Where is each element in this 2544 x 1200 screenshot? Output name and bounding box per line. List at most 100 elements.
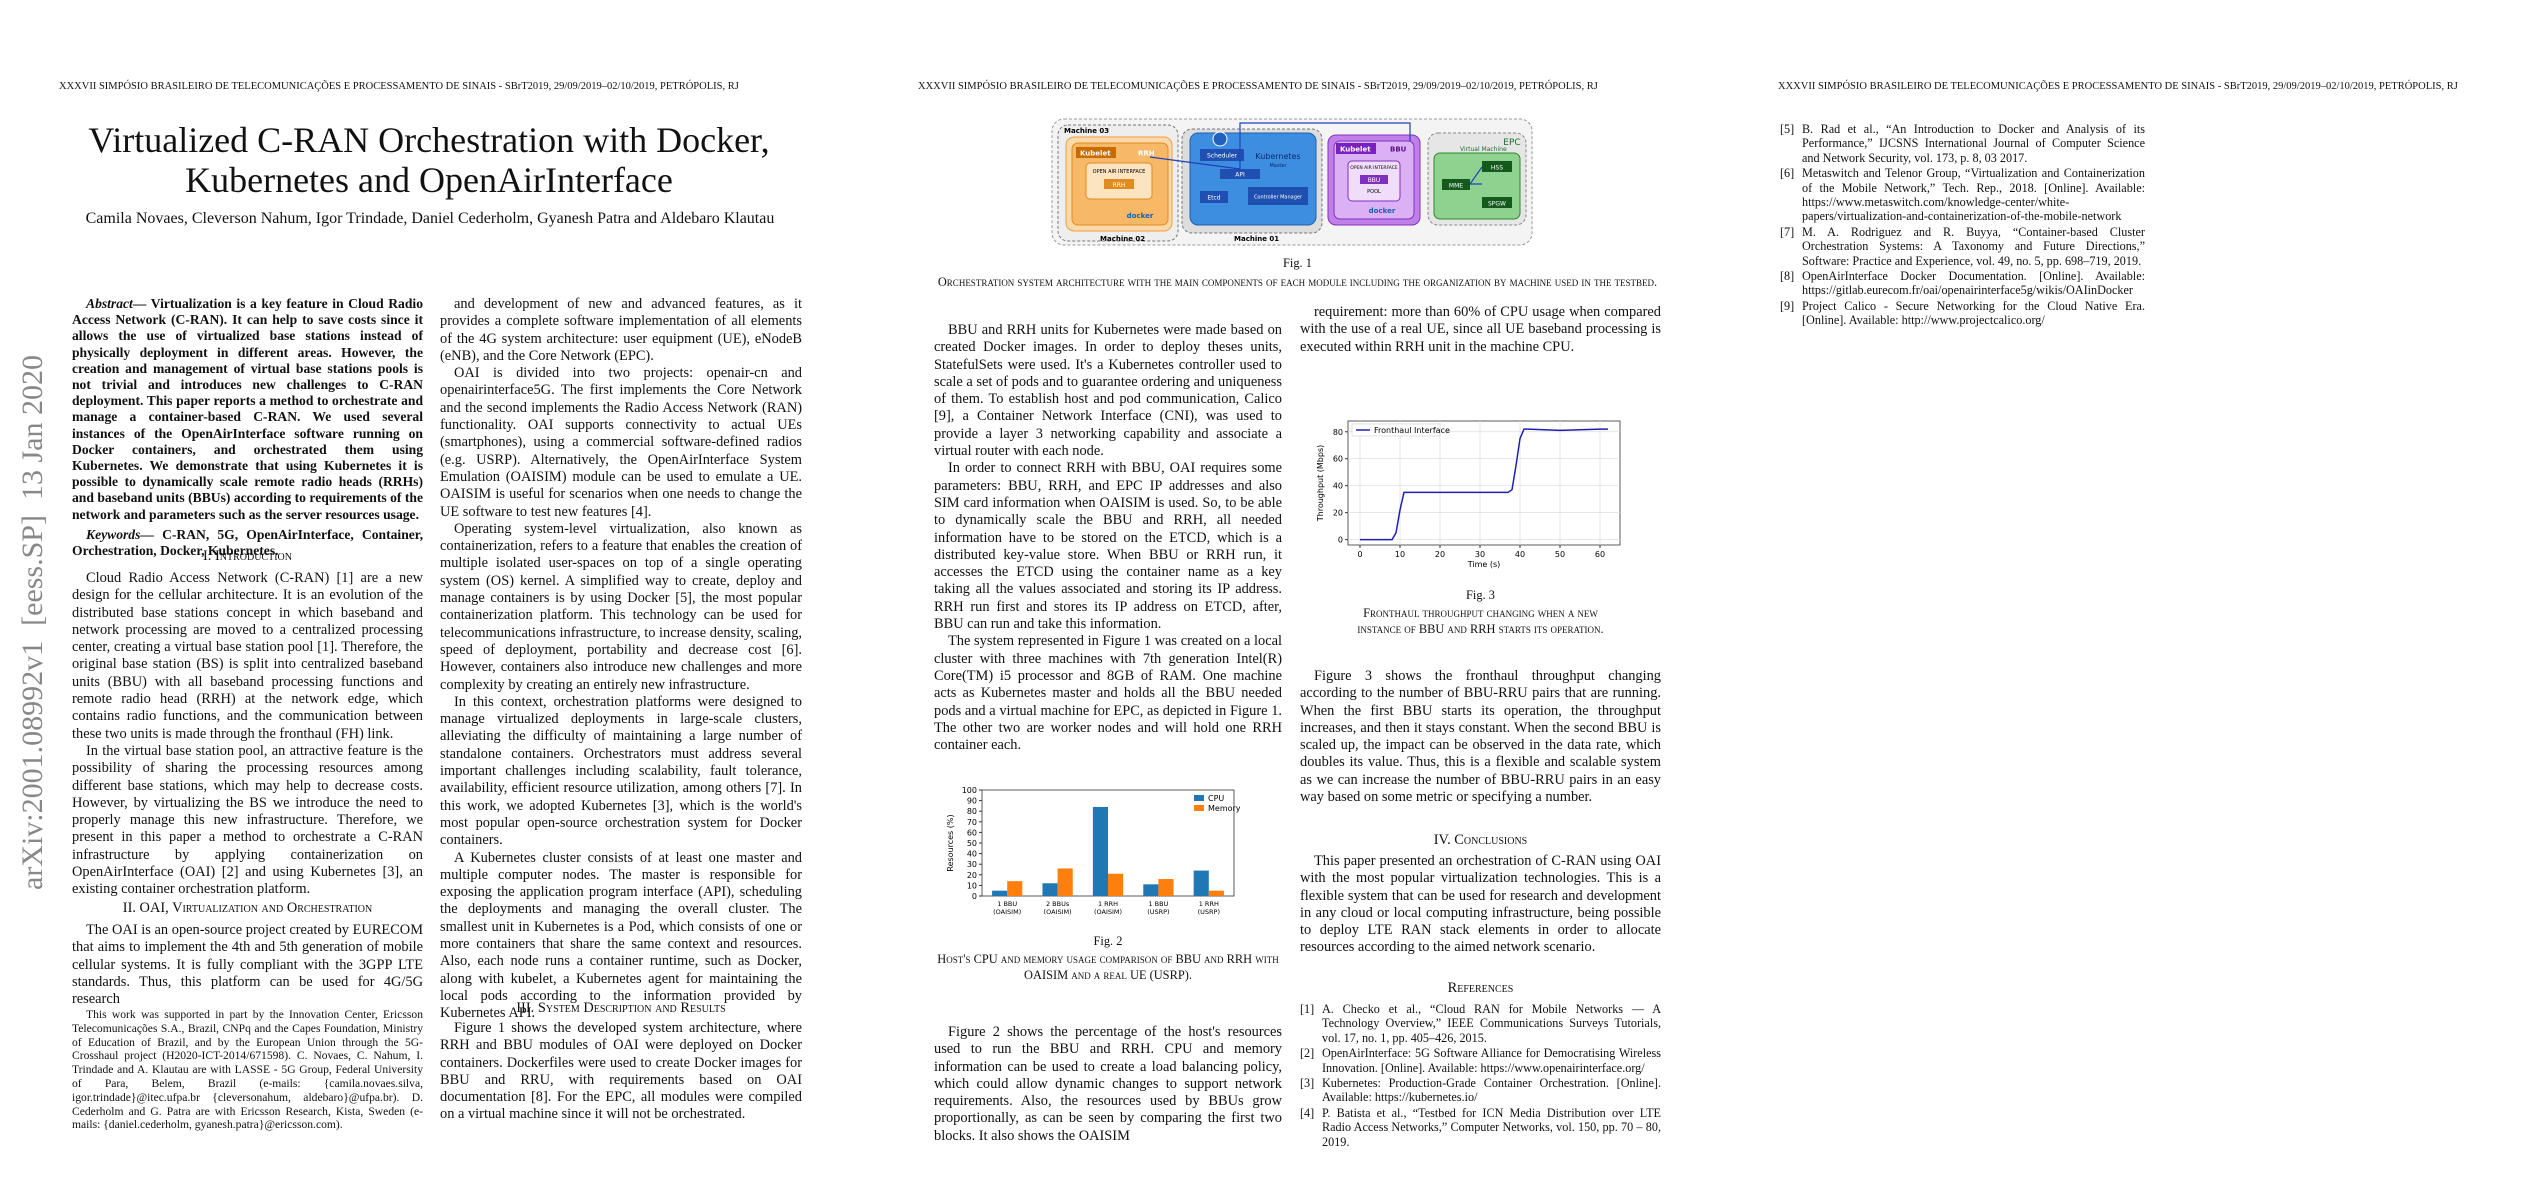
epc-component-label: HSS [1491,165,1503,172]
bar [1007,881,1023,896]
section-body: This paper presented an orchestration of… [1300,853,1661,957]
paragraph: The OAI is an open-source project create… [72,922,423,1008]
reference-text: OpenAirInterface Docker Documentation. [… [1802,269,2145,298]
component [1248,187,1308,205]
component-label: Controller Manager [1254,195,1303,201]
architecture-figure: Machine 03 Kubelet RRH OPEN AIR INTERFAC… [1051,118,1533,246]
bar [1108,873,1124,896]
kubelet-label: Kubelet [1340,146,1371,154]
oai-label: OPEN AIR INTERFACE [1093,169,1146,175]
y-tick-label: 40 [967,850,977,859]
pod-label: RRH [1113,182,1126,189]
figure-caption: Host's CPU and memory usage comparison o… [937,952,1279,982]
section-heading: IV. Conclusions [1433,832,1528,848]
epc-component [1442,179,1470,190]
paragraph: Figure 2 shows the percentage of the hos… [934,1024,1282,1144]
keywords-text: C-RAN, 5G, OpenAirInterface, Container, … [72,526,423,559]
x-tick-label: 0 [1357,550,1362,559]
y-tick-label: 40 [1333,482,1343,491]
x-tick-label: 1 BBU (OAISIM) [993,900,1021,916]
section-heading: References [1447,980,1514,996]
docker-label: docker [1127,212,1154,220]
column-body: and development of new and advanced feat… [440,296,802,1022]
x-tick-label: 30 [1475,550,1485,559]
x-tick-label: 60 [1595,550,1605,559]
legend-label: Memory [1208,804,1240,813]
epc-component-label: MME [1449,183,1463,190]
paragraph: Figure 1 shows the developed system arch… [440,1020,802,1123]
reference: [1] A. Checko et al., “Cloud RAN for Mobi… [1300,1002,1661,1045]
figure-label: Fig. 1 [1283,256,1312,270]
paragraph: and development of new and advanced feat… [440,296,802,364]
y-tick-label: 0 [972,892,977,901]
bar [1092,806,1108,896]
bar [992,890,1008,896]
component-label: API [1235,172,1245,179]
bbu-label: BBU [1390,146,1407,154]
component [1200,149,1244,161]
keywords-label: Keywords— [86,526,154,542]
paragraph: BBU and RRH units for Kubernetes were ma… [934,322,1282,460]
reference: [8] OpenAirInterface Docker Documentation… [1780,269,2145,298]
reference-number: [1] [1300,1002,1315,1016]
machine-label: Machine 02 [1100,235,1145,243]
pool-label: POOL [1367,189,1381,195]
connector [1149,122,1483,185]
reference-number: [2] [1300,1046,1315,1061]
reference-text: Metaswitch and Telenor Group, “Virtualiz… [1802,166,2145,224]
y-tick-label: 30 [967,860,977,869]
paragraph: A Kubernetes cluster consists of at leas… [440,849,802,1022]
section-heading: I. Introduction [203,548,292,564]
y-axis-label: Resources (%) [946,814,955,871]
y-tick-label: 90 [967,797,977,806]
paragraph: OAI is divided into two projects: openai… [440,365,802,520]
y-tick-label: 0 [1338,536,1343,545]
section-body: The OAI is an open-source project create… [72,922,423,1008]
x-tick-label: 2 BBUs (OAISIM) [1044,900,1072,916]
bar [1042,883,1058,896]
reference-number: [7] [1780,224,1795,239]
section-body: Figure 1 shows the developed system arch… [440,1020,802,1124]
line [1360,428,1608,541]
reference: [3] Kubernetes: Production-Grade Containe… [1300,1076,1661,1105]
x-tick-label: 20 [1435,550,1445,559]
reference-number: [3] [1300,1076,1315,1091]
machine-label: Machine 01 [1234,235,1279,243]
reference-number: [4] [1300,1105,1315,1120]
paragraph: In the virtual base station pool, an att… [72,742,423,898]
reference: [9] Project Calico - Secure Networking fo… [1780,299,2145,328]
component-label: Scheduler [1207,153,1238,160]
master-title: Kubernetes [1255,152,1300,161]
line-chart: 0 20 40 60 80 Throughput (Mbps) 0 10 20 30 40 50 60 T… [1316,420,1621,569]
section-heading: II. OAI, Virtualization and Orchestratio… [122,900,373,916]
epc-component [1482,161,1512,172]
abstract: Abstract— Virtualization is a key featur… [72,296,423,559]
bar [1057,868,1073,896]
figure-caption: Orchestration system architecture with t… [937,275,1658,289]
epc-label: EPC [1503,138,1520,148]
legend-box [1351,423,1441,437]
x-tick-label: 1 BBU (USRP) [1147,900,1169,916]
x-axis-label: Time (s) [1467,560,1501,569]
paragraph: Operating system-level virtualization, a… [440,520,802,693]
running-header: XXXVII SIMPÓSIO BRASILEIRO DE TELECOMUNI… [1778,81,2458,92]
reference-number: [9] [1780,298,1795,313]
legend-label: CPU [1208,794,1224,803]
component [1200,191,1228,203]
y-tick-label: 20 [967,871,977,880]
y-tick-label: 60 [1333,455,1343,464]
x-tick-label: 10 [1395,550,1405,559]
reference: [6] Metaswitch and Telenor Group, “Virtua… [1780,166,2145,224]
reference-number: [5] [1780,122,1795,136]
pod [1360,175,1388,184]
label-box [1076,147,1116,158]
legend-label: Fronthaul Interface [1374,426,1450,435]
reference-text: B. Rad et al., “An Introduction to Docke… [1802,122,2145,165]
epc-component-label: SPGW [1488,201,1506,208]
kubelet-label: Kubelet [1080,150,1111,158]
paragraph: In this context, orchestration platforms… [440,693,802,849]
legend-swatch [1194,795,1204,801]
legend-swatch [1194,805,1204,811]
figure-label: Fig. 3 [1466,588,1495,602]
reference-text: A. Checko et al., “Cloud RAN for Mobile … [1322,1002,1661,1045]
